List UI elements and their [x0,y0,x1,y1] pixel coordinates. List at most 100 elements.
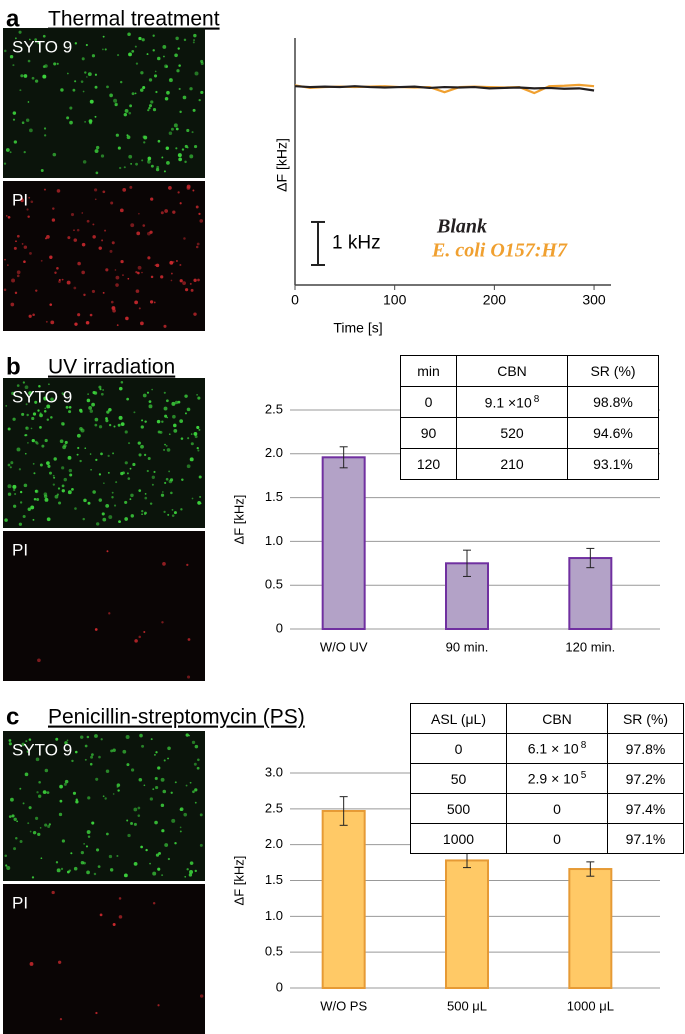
cell-dot [146,53,149,56]
cell-dot [12,118,16,121]
cell-dot [130,768,135,772]
cell-dot [163,391,166,394]
cell-dot [34,400,38,404]
cell-dot [196,394,198,396]
cell-dot [127,277,130,280]
cell-dot [70,852,73,855]
cell-dot [10,461,14,465]
cell-dot [52,152,57,157]
cell-dot [49,471,52,475]
cell-dot [153,470,156,474]
cell-dot [89,453,92,455]
cell-dot [76,228,80,232]
cell-dot [177,400,181,404]
x-tick-label: 90 min. [446,639,489,654]
cell-dot [150,275,154,279]
cell-dot [5,405,8,407]
cell-dot [85,845,89,848]
cell-dot [89,762,93,766]
cell-dot [16,384,20,387]
cell-dot [122,274,124,276]
cell-dot [107,454,110,458]
cell-dot [42,34,46,38]
cell-dot [35,816,39,820]
cell-dot [128,442,131,445]
cell-dot [133,807,138,812]
cell-dot [144,492,147,495]
table-row: 1000 0 97.1% [410,823,684,854]
cell-dot [80,80,84,83]
cell-dot [125,316,129,321]
cell-dot [157,867,161,871]
cell-dot [139,733,143,738]
cell-dot [24,452,27,455]
cell-dot [5,148,10,152]
cell-dot [112,793,115,795]
cell-dot [165,146,170,150]
cell-dot [16,820,18,823]
cell-dot [83,293,86,297]
cell-dot [130,163,132,165]
y-tick-label: 0.5 [265,577,283,592]
cell-dot [105,417,108,420]
cell-dot [164,481,167,485]
cell-dot [90,468,92,471]
cell-dot [140,845,143,849]
cell-dot [162,789,167,794]
cell-dot [10,302,15,307]
cell-dot [31,438,35,443]
cell-dot [175,259,178,262]
cell-dot [118,520,121,524]
cell-dot [186,675,191,679]
cell-dot [126,134,129,137]
cell-dot [98,755,101,759]
cell-text: 6.1 × 10 [527,740,579,757]
cell-dot [191,497,194,500]
x-tick-label: 0 [291,292,299,308]
table-cell: CBN [456,355,568,387]
cell-text: 0 [424,394,433,410]
cell-dot [118,915,123,919]
cell-dot [9,466,12,469]
cell-dot [98,473,102,476]
cell-dot [50,320,55,325]
cell-dot [163,55,165,58]
cell-dot [149,230,153,234]
cell-dot [45,320,48,323]
cell-dot [58,278,61,282]
cell-dot [27,822,30,825]
cell-dot [124,500,128,504]
cell-dot [88,119,93,123]
cell-dot [170,491,173,495]
cell-dot [84,120,86,123]
cell-dot [67,455,72,460]
cell-dot [145,848,148,852]
cell-dot [105,268,109,272]
cell-dot [68,405,72,409]
cell-dot [57,960,62,964]
cell-dot [69,106,73,110]
cell-dot [3,288,7,292]
data-table: min CBN SR (%) 0 9.1 ×10 8 98.8% 90 520 94.6% 120 2… [400,355,659,480]
cell-dot [171,401,176,406]
cell-dot [192,108,196,112]
bar [321,809,366,989]
cell-dot [155,853,160,857]
cell-dot [108,407,112,412]
cell-dot [63,782,67,786]
legend-entry: Blank [436,216,487,238]
cell-dot [110,749,114,753]
table-cell: SR (%) [607,703,684,734]
cell-dot [186,868,189,871]
cell-dot [111,491,114,494]
table-cell: 0 [506,823,608,854]
cell-dot [138,489,142,492]
cell-dot [68,410,72,414]
cell-dot [129,104,133,108]
cell-dot [24,385,29,390]
cell-dot [23,151,26,154]
cell-dot [84,744,88,748]
y-tick-label: 2.5 [265,800,283,815]
cell-dot [162,45,167,49]
cell-text: SR (%) [590,363,636,379]
